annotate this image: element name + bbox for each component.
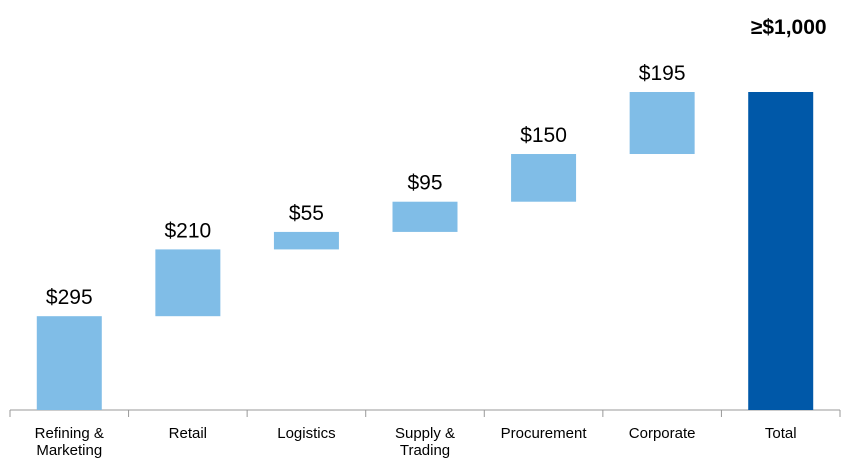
data-label: $295 xyxy=(46,286,93,309)
bar xyxy=(273,231,339,250)
x-tick-label: Refining & Marketing xyxy=(34,425,104,459)
bar xyxy=(392,201,458,232)
x-tick-label: Total xyxy=(764,425,797,442)
bar xyxy=(629,92,695,155)
bar xyxy=(511,154,577,202)
data-label: ≥$1,000 xyxy=(751,16,827,39)
data-label: $55 xyxy=(289,202,324,225)
data-label: $210 xyxy=(164,219,211,242)
x-tick-label: Logistics xyxy=(277,425,336,442)
data-label: $195 xyxy=(639,62,686,85)
bar xyxy=(36,316,102,410)
x-tick-label: Retail xyxy=(168,425,208,442)
x-tick-label: Supply & Trading xyxy=(394,425,456,459)
data-label: $95 xyxy=(407,172,442,195)
x-tick-label: Procurement xyxy=(500,425,587,442)
data-label: $150 xyxy=(520,124,567,147)
bar xyxy=(748,92,814,410)
x-tick-label: Corporate xyxy=(628,425,696,442)
bar xyxy=(155,249,221,317)
